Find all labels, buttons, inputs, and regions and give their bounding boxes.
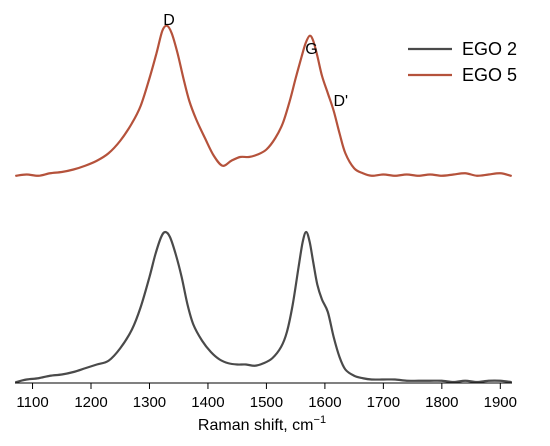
legend-label: EGO 5	[462, 65, 517, 85]
series-layer	[15, 24, 512, 384]
x-tick-label: 1700	[367, 394, 400, 411]
peak-annotations: D G D'	[163, 12, 348, 110]
x-tick-label: 1300	[133, 394, 166, 411]
legend: EGO 2 EGO 5	[408, 39, 517, 85]
x-tick-label: 1900	[484, 394, 517, 411]
series-line-ego-5	[15, 24, 512, 177]
series-line-ego-2	[15, 230, 512, 384]
x-axis-title: Raman shift, cm−1	[198, 414, 326, 434]
peak-label: D	[163, 12, 175, 29]
legend-label: EGO 2	[462, 39, 517, 59]
x-tick-label: 1800	[425, 394, 458, 411]
peak-label: D'	[333, 93, 348, 110]
x-tick-label: 1100	[16, 394, 48, 411]
x-tick-label: 1600	[308, 394, 341, 411]
x-axis-title-text: Raman shift, cm	[198, 417, 314, 434]
peak-label: G	[305, 41, 317, 58]
x-tick-label: 1400	[191, 394, 224, 411]
x-tick-label: 1200	[74, 394, 107, 411]
x-axis-title-superscript: −1	[314, 414, 327, 426]
x-tick-label: 1500	[250, 394, 283, 411]
x-ticks: 1100 1200 1300 1400 1500 1600 1700 1800 1900	[16, 383, 517, 411]
